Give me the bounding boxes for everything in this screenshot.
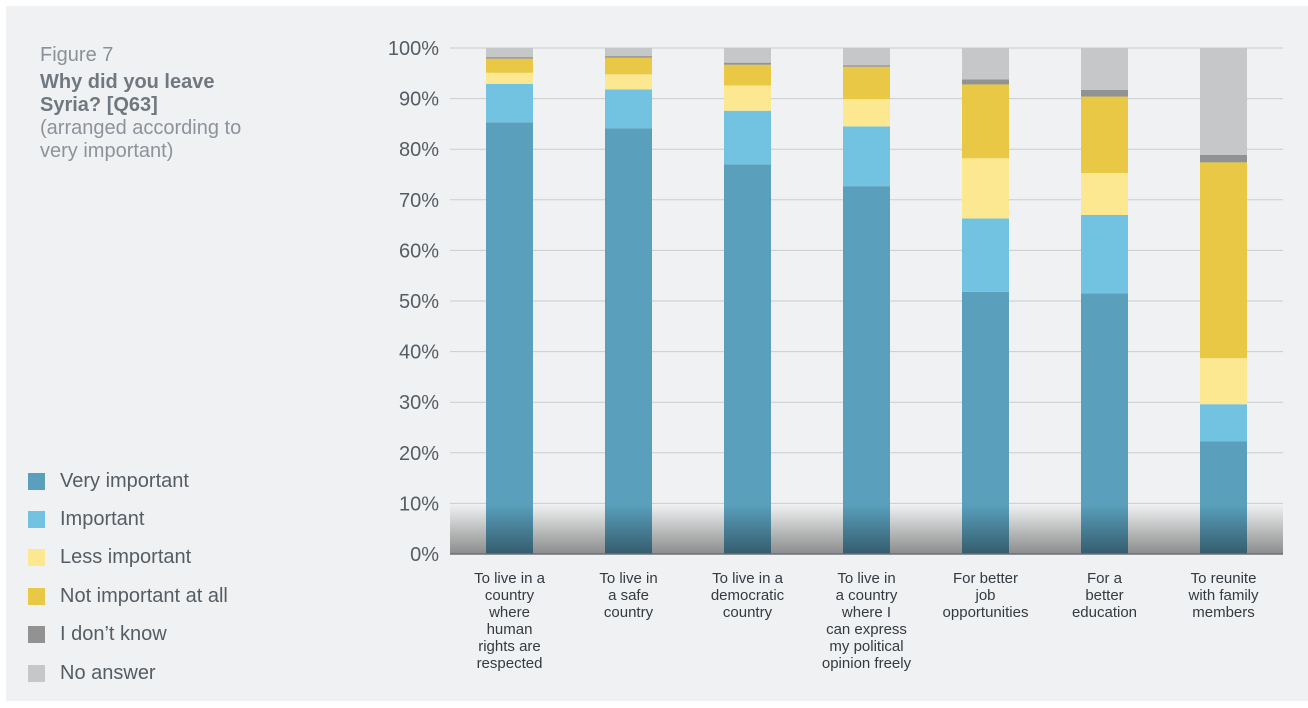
bar-segment xyxy=(962,48,1009,80)
bar-segment xyxy=(724,62,771,65)
bar-segment xyxy=(962,158,1009,219)
bar-segment xyxy=(605,74,652,90)
legend-swatch xyxy=(28,664,45,682)
bar-segment xyxy=(843,48,890,66)
bar-segment xyxy=(724,48,771,63)
legend-swatch xyxy=(28,626,45,644)
bar-segment xyxy=(724,110,771,165)
bar-segment xyxy=(843,66,890,100)
bar-segment xyxy=(605,56,652,58)
bar-segment xyxy=(605,48,652,57)
y-tick-label: 20% xyxy=(399,443,439,465)
y-tick-label: 0% xyxy=(410,544,439,566)
legend-item: Less important xyxy=(28,539,228,577)
bar-segment xyxy=(1200,404,1247,442)
y-tick-label: 50% xyxy=(399,291,439,313)
legend-item: No answer xyxy=(28,654,228,692)
legend-item: Very important xyxy=(28,462,228,500)
legend-label: Important xyxy=(60,508,145,531)
x-category-label: For better job opportunities xyxy=(943,570,1029,621)
bar-segment xyxy=(1200,154,1247,163)
bar-segment xyxy=(1200,162,1247,359)
legend-label: Very important xyxy=(60,469,189,492)
bar-segment xyxy=(1081,214,1128,294)
bar-segment xyxy=(605,89,652,129)
y-tick-label: 80% xyxy=(399,139,439,161)
bar-segment xyxy=(962,79,1009,85)
bar-segment xyxy=(486,57,533,59)
legend-label: Not important at all xyxy=(60,584,228,607)
bar-segment xyxy=(486,58,533,73)
y-tick-label: 100% xyxy=(388,38,439,60)
bar-segment xyxy=(843,186,890,554)
bar-segment xyxy=(724,164,771,554)
bar-segment xyxy=(1200,48,1247,155)
bar-segment xyxy=(1081,48,1128,90)
bar-segment xyxy=(843,65,890,67)
x-category-label: To live in a democratic country xyxy=(711,570,785,621)
bar-segment xyxy=(1081,172,1128,215)
bar-segment xyxy=(1200,358,1247,405)
bar-segment xyxy=(1081,89,1128,97)
legend-swatch xyxy=(28,511,45,529)
bar-segment xyxy=(962,84,1009,159)
chart-legend: Very important Important Less important Not… xyxy=(28,462,228,692)
bar-segment xyxy=(962,218,1009,292)
legend-item: Not important at all xyxy=(28,577,228,615)
chart-question: Why did you leave Syria? [Q63] xyxy=(40,71,215,116)
bar-segment xyxy=(486,122,533,554)
bottom-shading xyxy=(450,504,1283,554)
bar-segment xyxy=(843,126,890,187)
legend-label: I don’t know xyxy=(60,623,167,646)
legend-item: Important xyxy=(28,500,228,538)
y-tick-label: 90% xyxy=(399,89,439,111)
figure-number: Figure 7 xyxy=(40,44,114,66)
y-tick-label: 10% xyxy=(399,493,439,515)
x-category-label: For a better education xyxy=(1072,570,1137,621)
x-category-label: To reunite with family members xyxy=(1187,570,1259,621)
chart-subtitle: (arranged according to very important) xyxy=(40,117,242,162)
legend-swatch xyxy=(28,472,45,490)
bar-segment xyxy=(486,72,533,84)
legend-label: No answer xyxy=(60,661,156,684)
bar-segment xyxy=(843,99,890,127)
legend-swatch xyxy=(28,587,45,605)
bar-segment xyxy=(486,83,533,123)
y-tick-label: 30% xyxy=(399,392,439,414)
bar-segment xyxy=(1081,96,1128,173)
y-tick-label: 40% xyxy=(399,342,439,364)
y-tick-label: 70% xyxy=(399,190,439,212)
legend-label: Less important xyxy=(60,546,192,569)
chart-title: Why did you leave Syria? [Q63] (arranged… xyxy=(40,71,250,163)
bar-segment xyxy=(605,128,652,555)
x-category-label: To live in a safe country xyxy=(599,570,657,621)
legend-swatch xyxy=(28,549,45,567)
bar-segment xyxy=(605,57,652,75)
bar-segment xyxy=(724,85,771,111)
bar-segment xyxy=(486,48,533,58)
y-tick-label: 60% xyxy=(399,240,439,262)
bar-segment xyxy=(724,64,771,86)
legend-item: I don’t know xyxy=(28,616,228,654)
x-category-label: To live in a country where human rights are r… xyxy=(474,570,546,672)
